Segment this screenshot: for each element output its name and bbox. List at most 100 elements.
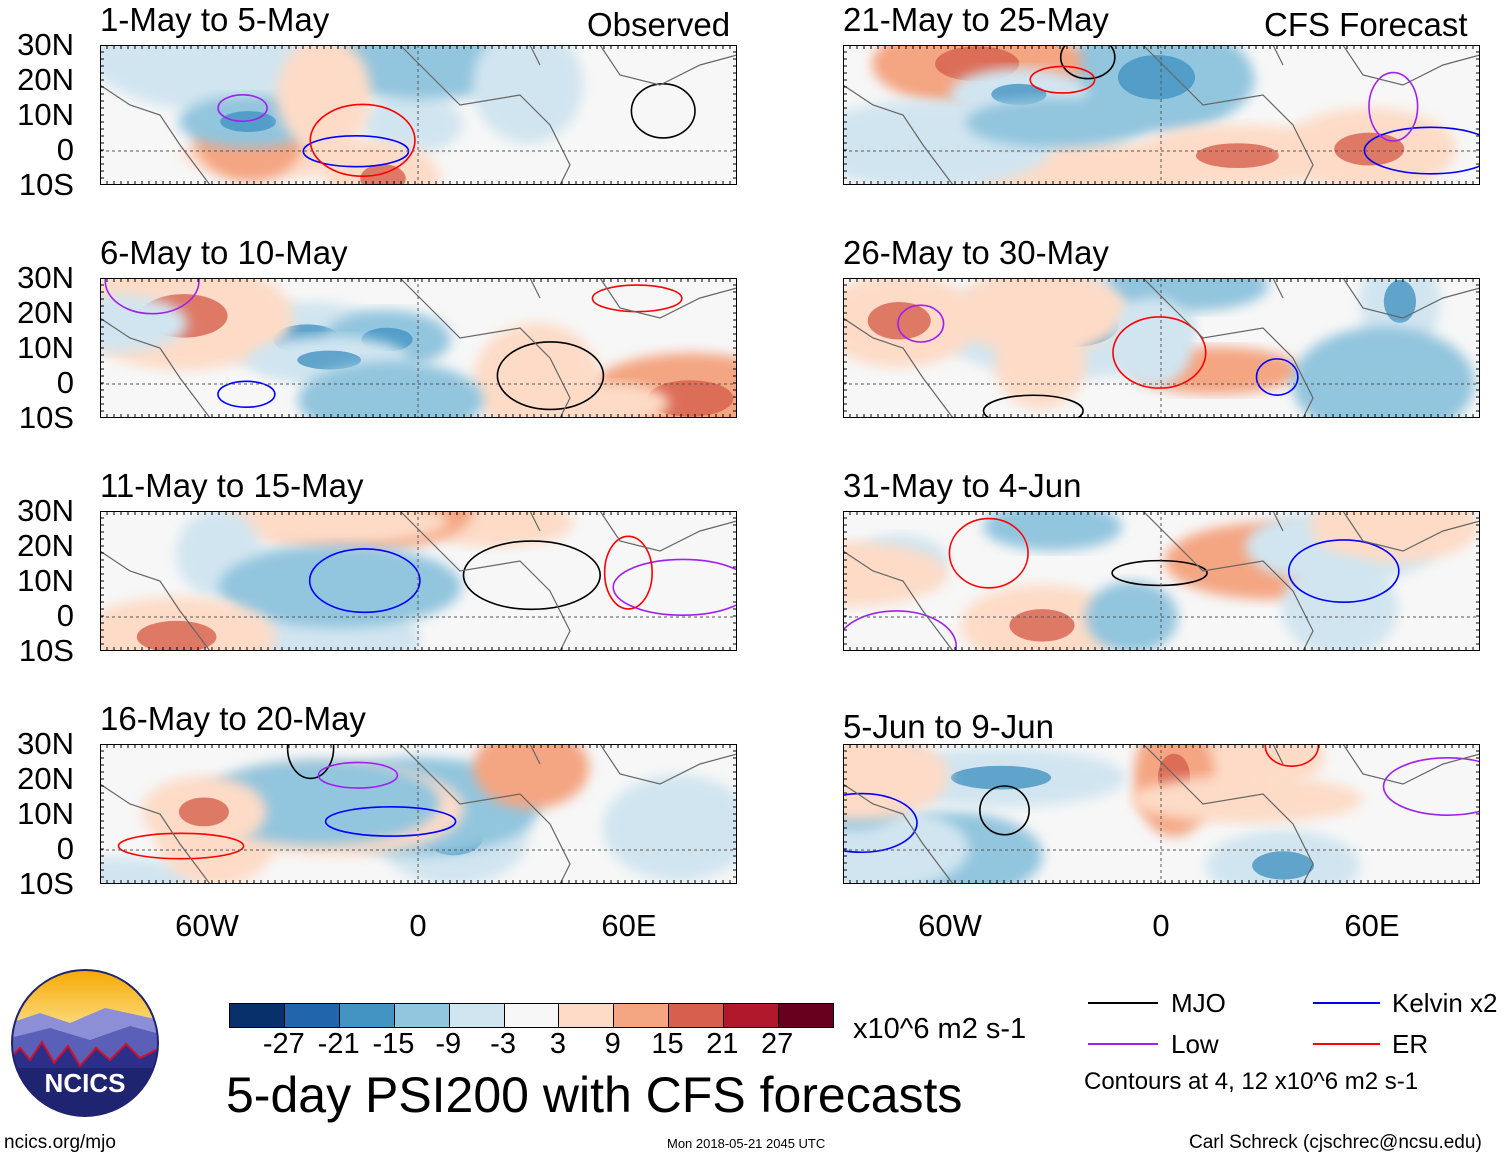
footer-timestamp: Mon 2018-05-21 2045 UTC: [667, 1136, 826, 1151]
lat-tick-label: 20N: [17, 528, 74, 563]
panel-title: 11-May to 15-May: [100, 467, 364, 504]
colorbar-swatch: [448, 1004, 504, 1027]
psi-anomaly-region: [952, 278, 1127, 355]
lat-tick-label: 10N: [17, 796, 74, 831]
lat-tick-label: 20N: [17, 295, 74, 330]
lat-tick-label: 0: [56, 365, 74, 400]
panel-title: 6-May to 10-May: [100, 234, 348, 271]
lon-tick-label: 60E: [601, 908, 657, 943]
psi-anomaly-region: [218, 545, 462, 628]
wave-contour: [1111, 559, 1208, 587]
psi-anomaly-core: [1383, 279, 1417, 323]
cfs-forecast-label: CFS Forecast: [1264, 6, 1468, 43]
svg-text:NCICS: NCICS: [45, 1068, 126, 1098]
coastline: [100, 744, 737, 884]
psi-anomaly-core: [136, 620, 217, 651]
lat-tick-label: 30N: [17, 260, 74, 295]
lat-tick-label: 0: [56, 831, 74, 866]
wave-contour: [217, 380, 276, 409]
map-panel: [100, 744, 737, 884]
wave-contour: [104, 278, 200, 315]
panel-title: 26-May to 30-May: [843, 234, 1109, 271]
psi-anomaly-core: [950, 765, 1052, 790]
legend-low: Low: [1171, 1029, 1219, 1059]
map-panel: [100, 278, 737, 418]
wave-contour: [1059, 45, 1116, 80]
footer-link[interactable]: ncics.org/mjo: [4, 1132, 116, 1153]
coastline: [100, 45, 737, 185]
coastline: [843, 744, 1480, 884]
psi-anomaly-core: [1195, 143, 1279, 169]
psi-anomaly-core: [647, 380, 734, 417]
colorbar-swatch: [230, 1004, 284, 1027]
colorbar-swatch: [558, 1004, 614, 1027]
coastline: [100, 278, 737, 418]
figure-title: 5-day PSI200 with CFS forecasts: [226, 1067, 963, 1123]
coastline: [843, 511, 1480, 651]
lat-tick-label: 30N: [17, 493, 74, 528]
colorbar-swatch: [283, 1004, 339, 1027]
lat-tick-label: 10S: [18, 633, 74, 668]
colorbar-tick-label: -15: [372, 1028, 415, 1060]
lat-tick-label: 0: [56, 598, 74, 633]
wave-contour: [117, 832, 245, 860]
wave-contour: [1287, 539, 1400, 603]
wave-contour: [1112, 316, 1207, 389]
wave-contour: [612, 558, 737, 616]
footer-author: Carl Schreck (cjschrec@ncsu.edu): [1189, 1132, 1482, 1153]
colorbar-tick-label: 15: [651, 1028, 684, 1060]
colorbar-swatch: [723, 1004, 779, 1027]
wave-contour: [217, 94, 268, 123]
map-panel: [843, 744, 1480, 884]
psi-anomaly-region: [209, 511, 449, 546]
colorbar-swatch: [338, 1004, 394, 1027]
psi-anomaly-core: [1334, 132, 1405, 166]
wave-contour: [1382, 757, 1480, 816]
legend-er-line: [1313, 1043, 1380, 1045]
lat-tick-label: 30N: [17, 726, 74, 761]
wave-contour: [324, 806, 457, 837]
lat-tick-label: 20N: [17, 761, 74, 796]
map-panel: [100, 511, 737, 651]
psi-anomaly-region: [473, 744, 590, 809]
lat-tick-label: 10S: [18, 167, 74, 202]
colorbar-tick-label: -27: [262, 1028, 305, 1060]
lat-tick-label: 10N: [17, 563, 74, 598]
psi-anomaly-core: [1117, 54, 1196, 100]
psi-anomaly-region: [843, 541, 949, 607]
legend-er: ER: [1392, 1029, 1429, 1059]
colorbar-tick-label: -9: [435, 1028, 462, 1060]
lat-tick-label: 10S: [18, 400, 74, 435]
psi-anomaly-region: [1112, 297, 1194, 387]
contour-note: Contours at 4, 12 x10^6 m2 s-1: [1084, 1068, 1419, 1095]
lat-tick-label: 10S: [18, 866, 74, 901]
colorbar-swatch: [613, 1004, 669, 1027]
psi-anomaly-region: [541, 382, 670, 418]
panel-title: 5-Jun to 9-Jun: [843, 708, 1054, 745]
wave-contour: [308, 548, 421, 614]
observed-label: Observed: [587, 6, 731, 43]
wave-contour: [462, 540, 601, 611]
colorbar-tick-label: 3: [549, 1028, 566, 1060]
colorbar-tick-label: -3: [490, 1028, 516, 1060]
colorbar-swatch: [668, 1004, 724, 1027]
wave-contour: [286, 744, 335, 780]
wave-contour: [1368, 71, 1419, 142]
wave-contour: [843, 792, 918, 854]
colorbar-tick-label: 9: [604, 1028, 621, 1060]
psi-anomaly-core: [297, 350, 362, 370]
wave-contour: [496, 341, 605, 411]
lat-tick-label: 10N: [17, 97, 74, 132]
psi-anomaly-region: [994, 318, 1087, 410]
panel-title: 16-May to 20-May: [100, 700, 366, 737]
lon-tick-label: 60E: [1344, 908, 1400, 943]
map-panel: [843, 511, 1480, 651]
psi-anomaly-region: [983, 511, 1123, 551]
colorbar-swatch: [778, 1004, 833, 1027]
colorbar: [229, 1003, 834, 1028]
colorbar-units: x10^6 m2 s-1: [853, 1013, 1027, 1045]
colorbar-swatch: [393, 1004, 449, 1027]
wave-contour: [948, 517, 1029, 589]
wave-contour: [317, 761, 399, 789]
lon-tick-label: 60W: [918, 908, 982, 943]
